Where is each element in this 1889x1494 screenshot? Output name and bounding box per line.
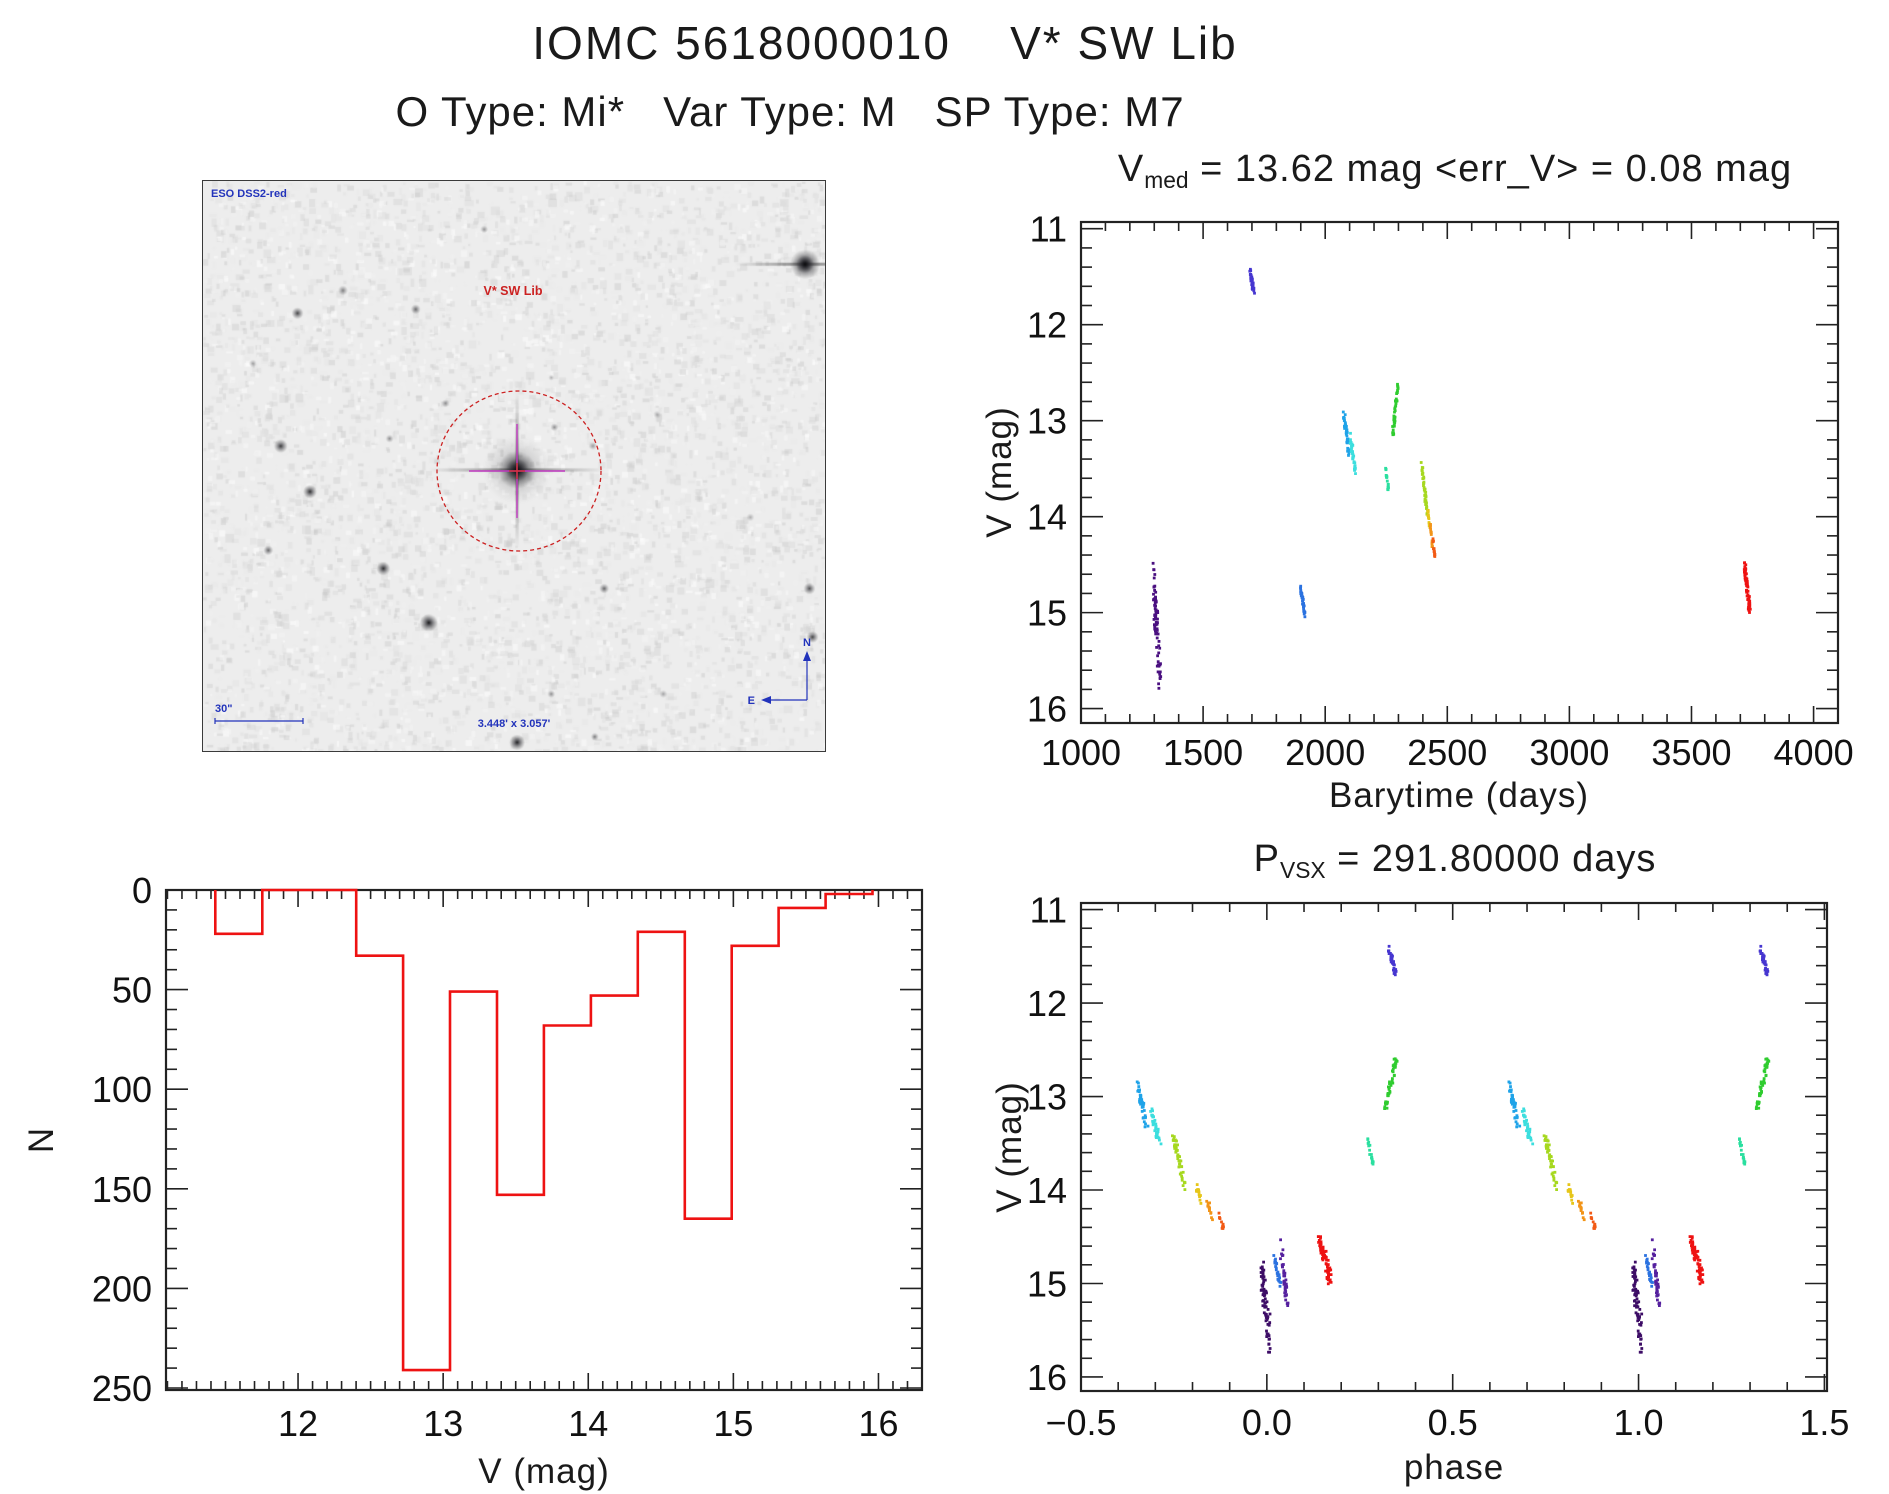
svg-text:15: 15 (1027, 1263, 1067, 1304)
svg-text:15: 15 (713, 1403, 753, 1444)
fov-size-label: 3.448' x 3.057' (478, 718, 551, 730)
lightcurve-data-points (1151, 267, 1752, 690)
svg-text:1500: 1500 (1163, 732, 1243, 773)
phase-title-rest: = 291.80000 days (1325, 838, 1657, 880)
svg-text:16: 16 (1027, 1357, 1067, 1398)
svg-text:2000: 2000 (1285, 732, 1365, 773)
svg-text:14: 14 (1027, 1170, 1067, 1211)
svg-text:14: 14 (1027, 497, 1067, 538)
phase-title-base: P (1253, 838, 1280, 880)
histogram-x-axis-title: V (mag) (478, 1452, 610, 1491)
svg-text:2500: 2500 (1407, 732, 1487, 773)
svg-text:1000: 1000 (1041, 732, 1121, 773)
scale-bar (214, 718, 304, 724)
svg-text:3000: 3000 (1529, 732, 1609, 773)
svg-text:200: 200 (92, 1268, 152, 1309)
compass-east-arrowhead (761, 696, 771, 704)
histogram-axes (164, 888, 924, 1392)
svg-text:3500: 3500 (1651, 732, 1731, 773)
svg-text:250: 250 (92, 1368, 152, 1409)
compass: N E (748, 637, 811, 707)
svg-text:13: 13 (1027, 401, 1067, 442)
lightcurve-title-base: V (1117, 148, 1145, 190)
phase-data-points (1135, 944, 1771, 1354)
svg-text:15: 15 (1027, 593, 1067, 634)
svg-text:13: 13 (1027, 1077, 1067, 1118)
lightcurve-title: Vmed = 13.62 mag <err_V> = 0.08 mag (1050, 148, 1860, 194)
svg-text:14: 14 (568, 1403, 608, 1444)
svg-text:16: 16 (1027, 689, 1067, 730)
svg-text:1.0: 1.0 (1614, 1402, 1664, 1443)
svg-text:12: 12 (278, 1403, 318, 1444)
lightcurve-title-rest: = 13.62 mag <err_V> = 0.08 mag (1188, 148, 1793, 190)
phase-title-sub: VSX (1279, 856, 1326, 883)
target-center-mark (509, 463, 525, 479)
page-title: IOMC 5618000010 V* SW Lib (532, 17, 1238, 69)
histogram-plot: 12 13 14 15 16 0 50 100 150 200 250 (92, 870, 924, 1444)
histogram-bars (214, 888, 874, 1372)
svg-text:−0.5: −0.5 (1045, 1402, 1116, 1443)
svg-text:0.0: 0.0 (1242, 1402, 1292, 1443)
svg-text:4000: 4000 (1774, 732, 1854, 773)
svg-text:12: 12 (1027, 305, 1067, 346)
target-label: V* SW Lib (483, 284, 542, 298)
lightcurve-axes (1079, 220, 1840, 725)
phase-title: PVSX = 291.80000 days (1080, 838, 1830, 884)
phase-axes (1079, 901, 1829, 1393)
phase-plot: −0.5 0.0 0.5 1.0 1.5 11 12 13 14 15 16 (1027, 890, 1849, 1443)
compass-north-label: N (803, 637, 811, 649)
lightcurve-tick-labels: 1000 1500 2000 2500 3000 3500 4000 11 12 13 14 15 16 (1027, 209, 1854, 773)
compass-north-arrowhead (803, 651, 811, 661)
page-subtitle: O Type: Mi* Var Type: M SP Type: M7 (395, 88, 1185, 135)
svg-text:13: 13 (423, 1403, 463, 1444)
finding-chart-annotations: ESO DSS2-red V* SW Lib 30" 3.448' x 3.05… (211, 188, 811, 730)
phase-tick-labels: −0.5 0.0 0.5 1.0 1.5 11 12 13 14 15 16 (1027, 890, 1849, 1443)
lightcurve-plot: 1000 1500 2000 2500 3000 3500 4000 11 12 13 14 15 16 (1027, 209, 1854, 773)
svg-text:11: 11 (1030, 209, 1067, 250)
svg-text:100: 100 (92, 1069, 152, 1110)
survey-label: ESO DSS2-red (211, 188, 287, 200)
svg-text:150: 150 (92, 1169, 152, 1210)
dss2-star-field-image (203, 181, 825, 751)
svg-text:12: 12 (1027, 983, 1067, 1024)
svg-text:0.5: 0.5 (1428, 1402, 1478, 1443)
svg-text:50: 50 (112, 970, 152, 1011)
svg-text:11: 11 (1030, 890, 1067, 931)
lightcurve-x-axis-title: Barytime (days) (1328, 776, 1590, 815)
compass-east-label: E (748, 695, 755, 707)
svg-text:16: 16 (858, 1403, 898, 1444)
phase-x-axis-title: phase (1403, 1448, 1505, 1487)
target-circle (436, 390, 602, 552)
svg-text:1.5: 1.5 (1799, 1402, 1849, 1443)
histogram-tick-labels: 12 13 14 15 16 0 50 100 150 200 250 (92, 870, 899, 1444)
finding-chart-panel: ESO DSS2-red V* SW Lib 30" 3.448' x 3.05… (202, 180, 826, 752)
lightcurve-title-sub: med (1144, 166, 1189, 193)
scale-label: 30" (215, 703, 232, 715)
svg-text:0: 0 (132, 870, 152, 911)
